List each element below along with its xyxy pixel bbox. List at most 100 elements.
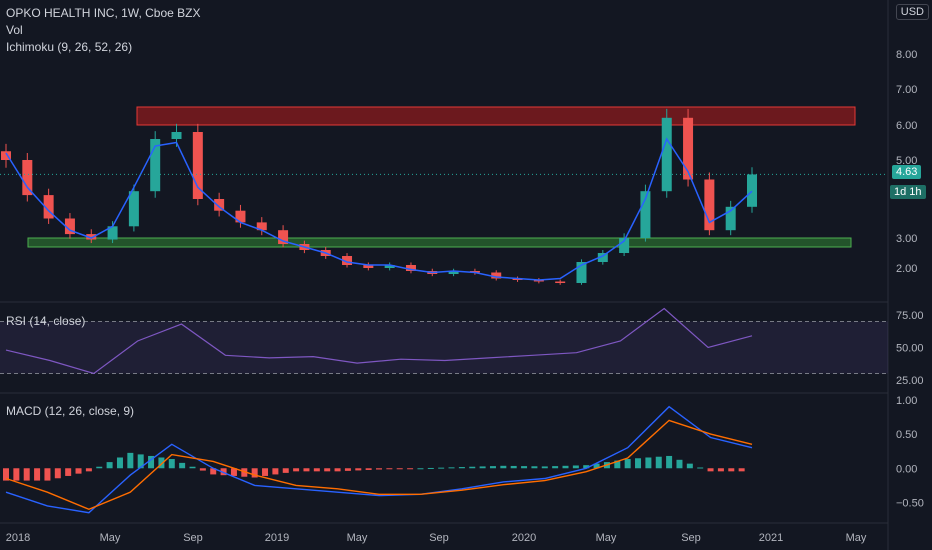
candle-body <box>640 191 651 238</box>
time-axis-label: May <box>596 532 617 544</box>
macd-histogram-bar <box>635 458 642 469</box>
candle-body <box>256 222 267 231</box>
macd-histogram-bar <box>272 468 279 475</box>
candle-body <box>86 234 97 240</box>
candle-body <box>278 230 289 244</box>
macd-histogram-bar <box>707 468 714 472</box>
candle-body <box>235 210 246 223</box>
macd-histogram-bar <box>572 465 579 469</box>
rsi-legend[interactable]: RSI (14, close) <box>6 314 86 328</box>
macd-histogram-bar <box>293 468 300 472</box>
macd-histogram-bar <box>199 468 206 471</box>
time-axis-label: Sep <box>681 532 701 544</box>
candle-body <box>192 132 203 199</box>
candle-body <box>150 139 161 192</box>
macd-line <box>5 405 753 514</box>
candle-body <box>661 117 672 192</box>
candle-body <box>597 253 608 262</box>
macd-histogram-bar <box>3 468 9 481</box>
macd-histogram-bar <box>54 468 61 479</box>
macd-histogram-bar <box>282 468 289 473</box>
macd-histogram-bar <box>438 467 445 469</box>
macd-tick-label: −0.50 <box>896 497 924 509</box>
candle-body <box>107 226 118 240</box>
candle-body <box>747 174 757 207</box>
macd-histogram-bar <box>448 467 455 469</box>
macd-histogram-bar <box>521 466 528 469</box>
macd-histogram-bar <box>562 465 569 469</box>
candle-body <box>1 151 11 160</box>
candle-body <box>405 265 416 271</box>
macd-histogram-bar <box>531 466 538 469</box>
candle-body <box>22 160 33 196</box>
price-tick-label: 8.00 <box>896 49 917 61</box>
macd-histogram-bar <box>510 465 517 469</box>
macd-histogram-bar <box>106 462 113 469</box>
macd-histogram-bar <box>614 460 621 469</box>
candle-body <box>342 256 353 265</box>
macd-histogram-bar <box>85 468 92 472</box>
macd-histogram-bar <box>479 466 486 469</box>
macd-histogram-bar <box>583 465 590 469</box>
currency-button[interactable]: USD <box>895 4 929 20</box>
macd-histogram-bar <box>417 468 424 470</box>
rsi-line <box>5 307 753 375</box>
macd-histogram-bar <box>655 456 662 469</box>
macd-histogram-bar <box>552 466 559 469</box>
macd-histogram-bar <box>189 466 196 469</box>
macd-histogram-bar <box>728 468 735 472</box>
macd-histogram-bar <box>738 468 745 472</box>
macd-histogram-bar <box>324 468 331 472</box>
macd-histogram-bar <box>427 467 434 469</box>
support-zone <box>27 237 852 248</box>
candle-body <box>725 206 736 231</box>
macd-histogram-bar <box>179 462 186 469</box>
macd-signal-line <box>5 419 753 511</box>
macd-histogram-bar <box>96 466 103 469</box>
macd-histogram-bar <box>168 459 175 469</box>
candle-body <box>171 132 182 139</box>
time-axis-label: May <box>100 532 121 544</box>
price-tick-label: 2.00 <box>896 263 917 275</box>
macd-histogram-bar <box>344 468 351 471</box>
time-axis-label: May <box>846 532 867 544</box>
candle-body <box>384 265 395 268</box>
macd-histogram-bar <box>458 467 465 469</box>
last-price-tag: 4.63 <box>892 165 922 179</box>
price-tick-label: 5.00 <box>896 155 917 167</box>
macd-histogram-bar <box>313 468 320 472</box>
macd-histogram-bar <box>645 457 652 469</box>
time-axis-label: Sep <box>429 532 449 544</box>
macd-histogram-bar <box>334 468 341 472</box>
macd-histogram-bar <box>489 466 496 469</box>
ichimoku-legend[interactable]: Ichimoku (9, 26, 52, 26) <box>6 40 133 54</box>
macd-histogram-bar <box>262 468 269 476</box>
time-axis-label: 2018 <box>6 532 30 544</box>
candle-body <box>555 281 566 283</box>
time-axis-label: Sep <box>183 532 203 544</box>
vol-legend[interactable]: Vol <box>6 23 23 37</box>
macd-histogram-bar <box>593 463 600 469</box>
candle-body <box>533 280 544 282</box>
macd-histogram-bar <box>13 468 20 481</box>
price-tick-label: 3.00 <box>896 233 917 245</box>
macd-legend[interactable]: MACD (12, 26, close, 9) <box>6 404 135 418</box>
symbol-legend[interactable]: OPKO HEALTH INC, 1W, Cboe BZX <box>6 6 201 20</box>
rsi-band-fill <box>0 321 888 374</box>
price-tick-label: 6.00 <box>896 120 917 132</box>
macd-histogram-bar <box>65 468 72 476</box>
macd-tick-label: 1.00 <box>896 395 917 407</box>
macd-histogram-bar <box>148 455 155 469</box>
macd-histogram-bar <box>241 468 248 477</box>
macd-histogram-bar <box>376 468 382 470</box>
rsi-tick-label: 75.00 <box>896 310 924 322</box>
macd-histogram-bar <box>220 468 227 476</box>
macd-histogram-bar <box>697 467 704 469</box>
macd-histogram-bar <box>75 468 82 474</box>
candle-body <box>43 195 54 219</box>
macd-histogram-bar <box>44 468 51 481</box>
macd-histogram-bar <box>127 452 134 469</box>
macd-histogram-bar <box>676 459 683 469</box>
macd-histogram-bar <box>541 466 548 469</box>
